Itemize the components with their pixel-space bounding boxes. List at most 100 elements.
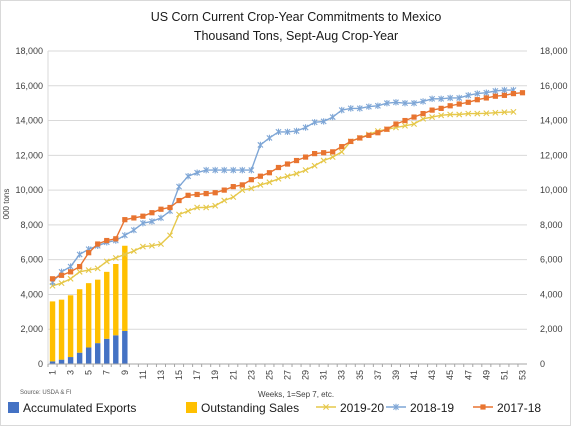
point-2019-20	[130, 247, 137, 254]
x-tick-label: 43	[427, 370, 437, 380]
x-tick-label: 25	[264, 370, 274, 380]
bar-accumulated-exports	[49, 361, 56, 364]
point-2019-20	[76, 268, 83, 275]
point-2017-18	[519, 90, 526, 96]
bar-accumulated-exports	[58, 359, 65, 364]
y-tick-label: 18,000	[15, 46, 43, 56]
point-2018-19	[483, 89, 490, 96]
y-tick-label: 12,000	[15, 150, 43, 160]
x-tick-label: 37	[373, 370, 383, 380]
point-2019-20	[302, 167, 309, 174]
point-2019-20	[429, 114, 436, 121]
point-2018-19	[67, 263, 74, 270]
point-2017-18	[140, 213, 146, 219]
point-2017-18	[158, 206, 164, 212]
point-2017-18	[501, 92, 508, 98]
point-2019-20	[420, 115, 427, 122]
point-2019-20	[411, 121, 418, 128]
point-2017-18	[176, 197, 182, 204]
point-2019-20	[139, 243, 146, 250]
point-2019-20	[85, 267, 92, 274]
bar-outstanding-sales	[85, 283, 92, 348]
point-2017-18	[366, 132, 372, 138]
bar-accumulated-exports	[122, 330, 128, 364]
point-2019-20	[474, 110, 481, 117]
bar-accumulated-exports	[104, 338, 110, 364]
point-2019-20	[266, 179, 273, 186]
point-2018-19	[139, 219, 146, 227]
x-tick-label: 1	[48, 370, 58, 375]
point-2018-19	[474, 90, 481, 97]
bar-outstanding-sales	[76, 289, 83, 353]
source-note: Source: USDA & FI	[20, 390, 72, 396]
point-2019-20	[284, 173, 291, 180]
point-2017-18	[77, 264, 83, 270]
point-2018-19	[185, 173, 192, 180]
point-2018-19	[157, 214, 164, 222]
point-2018-19	[275, 128, 282, 136]
point-2017-18	[375, 130, 381, 136]
legend-marker	[480, 404, 486, 410]
point-2018-19	[320, 118, 327, 125]
point-2017-18	[275, 164, 282, 171]
point-2018-19	[293, 127, 300, 135]
y2-tick-label: 0	[540, 359, 545, 369]
bar-accumulated-exports	[67, 357, 74, 364]
x-tick-label: 39	[391, 370, 401, 380]
point-2018-19	[121, 232, 128, 239]
point-2019-20	[275, 175, 282, 182]
y2-tick-label: 16,000	[540, 81, 568, 91]
x-tick-label: 13	[156, 370, 166, 380]
point-2019-20	[121, 251, 128, 258]
point-2017-18	[302, 154, 309, 160]
point-2017-18	[248, 177, 254, 183]
legend-marker	[323, 404, 329, 410]
point-2018-19	[257, 141, 264, 149]
x-tick-label: 19	[210, 370, 220, 380]
point-2018-19	[365, 103, 372, 110]
point-2019-20	[501, 109, 508, 116]
x-tick-label: 23	[246, 370, 256, 380]
point-2019-20	[438, 112, 445, 119]
y2-tick-label: 8,000	[540, 220, 563, 230]
y-tick-label: 0	[38, 359, 43, 369]
point-2019-20	[492, 109, 499, 116]
point-2019-20	[112, 254, 119, 261]
point-2017-18	[67, 269, 74, 275]
point-2017-18	[203, 190, 209, 197]
point-2018-19	[176, 183, 183, 190]
point-2018-19	[76, 251, 83, 258]
x-tick-label: 5	[84, 370, 94, 375]
point-2019-20	[94, 265, 101, 272]
x-tick-label: 31	[319, 370, 329, 380]
point-2018-19	[148, 218, 155, 225]
point-2018-19	[465, 92, 472, 99]
point-2017-18	[348, 138, 354, 145]
bar-outstanding-sales	[67, 295, 74, 358]
point-2017-18	[456, 101, 462, 107]
x-tick-label: 53	[517, 370, 527, 380]
y-ticks-left: 0 2,000 4,000 6,000 8,000 10,000 12,000 14,000 1…	[15, 46, 43, 369]
point-2017-18	[149, 210, 155, 216]
point-2017-18	[474, 97, 480, 103]
legend-swatch	[8, 402, 19, 413]
point-2017-18	[95, 241, 101, 247]
point-2017-18	[284, 161, 291, 167]
point-2019-20	[248, 185, 255, 192]
chart-subtitle: Thousand Tons, Sept-Aug Crop-Year	[194, 29, 398, 43]
point-2018-19	[374, 102, 381, 109]
point-2018-19	[402, 99, 408, 107]
point-2018-19	[302, 124, 309, 131]
point-2017-18	[465, 99, 471, 105]
point-2017-18	[221, 187, 227, 193]
point-2017-18	[104, 237, 110, 244]
point-2018-19	[456, 94, 463, 102]
point-2018-19	[356, 105, 363, 112]
point-2017-18	[447, 103, 453, 109]
y-tick-label: 4,000	[20, 289, 43, 299]
point-2019-20	[221, 197, 228, 204]
bar-outstanding-sales	[49, 301, 56, 362]
x-tick-label: 33	[337, 370, 347, 380]
x-ticks: 1 3 5 7 9 11 13 15 17 19 21 23 25 27 29 31 33 35 37 39 41 43 4…	[47, 364, 527, 380]
